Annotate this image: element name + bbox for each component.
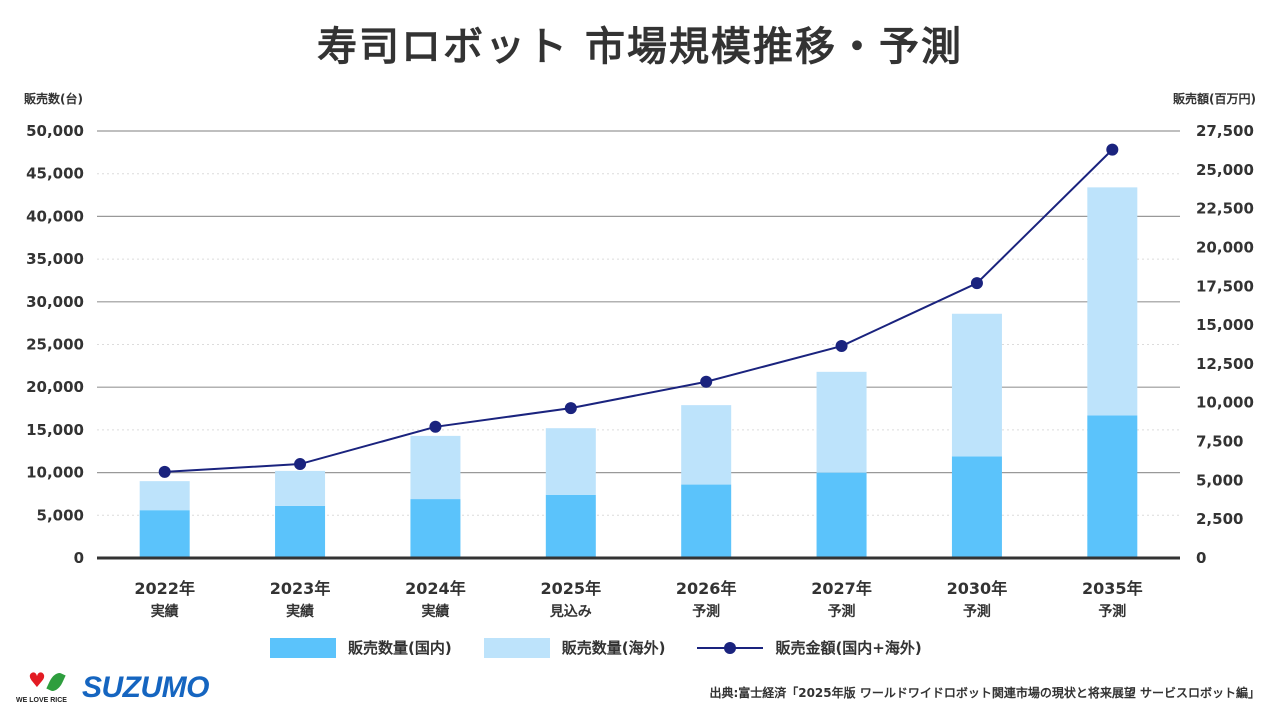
right-tick-label: 7,500 xyxy=(1196,433,1243,451)
line-point xyxy=(294,458,307,471)
bar-overseas xyxy=(1087,187,1138,416)
right-tick-label: 15,000 xyxy=(1196,316,1254,334)
left-axis-title: 販売数(台) xyxy=(24,92,83,106)
left-tick-label: 20,000 xyxy=(26,378,84,396)
line-path xyxy=(164,148,1114,473)
x-tick-label: 2024年 xyxy=(405,579,466,598)
bar-domestic xyxy=(951,456,1002,558)
left-tick-label: 35,000 xyxy=(26,250,84,268)
right-tick-label: 22,500 xyxy=(1196,200,1254,218)
bar-domestic xyxy=(1087,415,1138,558)
right-tick-label: 2,500 xyxy=(1196,510,1243,528)
legend-swatch-domestic xyxy=(270,637,336,658)
gridlines xyxy=(97,130,1180,560)
x-tick-label: 2030年 xyxy=(947,579,1008,598)
left-tick-label: 15,000 xyxy=(26,421,84,439)
x-tick-label: 2022年 xyxy=(134,579,195,598)
suzumo-logo: ♥ WE LOVE RICE SUZUMO xyxy=(16,670,210,704)
legend-label: 販売数量(国内) xyxy=(348,639,452,657)
line-point xyxy=(1106,143,1119,156)
left-tick-label: 45,000 xyxy=(26,165,84,183)
x-tick-sublabel: 予測 xyxy=(1098,603,1126,620)
x-tick-label: 2025年 xyxy=(541,579,602,598)
bar-domestic xyxy=(545,494,596,558)
bar-domestic xyxy=(681,484,732,558)
line-point xyxy=(700,375,713,388)
chart-area: 0 5,000 10,000 15,000 20,000 25,000 30,000 35,0… xyxy=(26,122,1254,620)
x-tick-sublabel: 実績 xyxy=(151,603,179,620)
bar-overseas xyxy=(275,470,326,506)
right-axis-title: 販売額(百万円) xyxy=(1173,92,1256,106)
left-tick-label: 0 xyxy=(74,549,84,567)
bars xyxy=(97,187,1180,560)
bar-domestic xyxy=(816,472,867,558)
left-tick-label: 30,000 xyxy=(26,293,84,311)
left-tick-label: 40,000 xyxy=(26,207,84,225)
bar-overseas xyxy=(545,428,596,495)
x-tick-sublabel: 予測 xyxy=(828,603,856,620)
right-tick-label: 12,500 xyxy=(1196,355,1254,373)
line-point xyxy=(835,340,848,353)
legend-line-marker-icon xyxy=(697,638,764,658)
left-tick-label: 25,000 xyxy=(26,336,84,354)
right-tick-label: 0 xyxy=(1196,549,1206,567)
line-point xyxy=(158,465,171,478)
bar-domestic xyxy=(410,499,461,558)
bar-overseas xyxy=(139,481,190,511)
right-axis-ticks: 0 2,500 5,000 7,500 10,000 12,500 15,000 17,500… xyxy=(1196,122,1254,567)
left-tick-label: 50,000 xyxy=(26,122,84,140)
bar-overseas xyxy=(816,371,867,473)
x-tick-sublabel: 実績 xyxy=(421,603,449,620)
legend-item-overseas: 販売数量(海外) xyxy=(483,637,666,658)
left-axis-ticks: 0 5,000 10,000 15,000 20,000 25,000 30,000 35,0… xyxy=(26,122,84,567)
x-tick-label: 2027年 xyxy=(811,579,872,598)
legend-swatch-overseas xyxy=(483,637,550,658)
bar-domestic xyxy=(275,505,326,558)
bar-overseas xyxy=(951,313,1002,457)
line-point xyxy=(970,277,983,290)
left-tick-label: 10,000 xyxy=(26,464,84,482)
x-tick-sublabel: 予測 xyxy=(963,603,991,620)
x-tick-label: 2023年 xyxy=(270,579,331,598)
right-tick-label: 10,000 xyxy=(1196,394,1254,412)
logo-wordmark: SUZUMO xyxy=(82,671,210,704)
chart-title: 寿司ロボット 市場規模推移・予測 xyxy=(317,24,963,70)
right-tick-label: 5,000 xyxy=(1196,471,1243,489)
x-tick-sublabel: 実績 xyxy=(286,603,314,620)
right-tick-label: 17,500 xyxy=(1196,277,1254,295)
left-tick-label: 5,000 xyxy=(37,506,84,524)
line-point xyxy=(429,420,442,433)
line-point xyxy=(564,402,577,415)
source-citation: 出典:富士経済「2025年版 ワールドワイドロボット関連市場の現状と将来展望 サ… xyxy=(709,686,1260,700)
x-tick-label: 2026年 xyxy=(676,579,737,598)
legend-label: 販売数量(海外) xyxy=(561,639,666,657)
legend-item-amount: 販売金額(国内+海外) xyxy=(697,637,922,658)
legend-item-domestic: 販売数量(国内) xyxy=(270,637,452,658)
logo-tagline: WE LOVE RICE xyxy=(16,697,67,704)
right-tick-label: 27,500 xyxy=(1196,122,1254,140)
right-tick-label: 25,000 xyxy=(1196,161,1254,179)
x-tick-label: 2035年 xyxy=(1082,579,1143,598)
bar-domestic xyxy=(139,510,190,558)
bar-overseas xyxy=(681,405,732,485)
legend-label: 販売金額(国内+海外) xyxy=(775,639,922,657)
right-tick-label: 20,000 xyxy=(1196,238,1254,256)
heart-icon: ♥ xyxy=(28,668,46,692)
x-tick-sublabel: 予測 xyxy=(692,603,720,620)
logo-mark: ♥ WE LOVE RICE xyxy=(16,670,78,704)
legend: 販売数量(国内) 販売数量(海外) 販売金額(国内+海外) xyxy=(270,637,954,658)
x-tick-sublabel: 見込み xyxy=(549,603,592,620)
bar-overseas xyxy=(410,435,461,500)
sales-amount-line xyxy=(158,143,1119,478)
leaf-icon xyxy=(46,670,66,694)
